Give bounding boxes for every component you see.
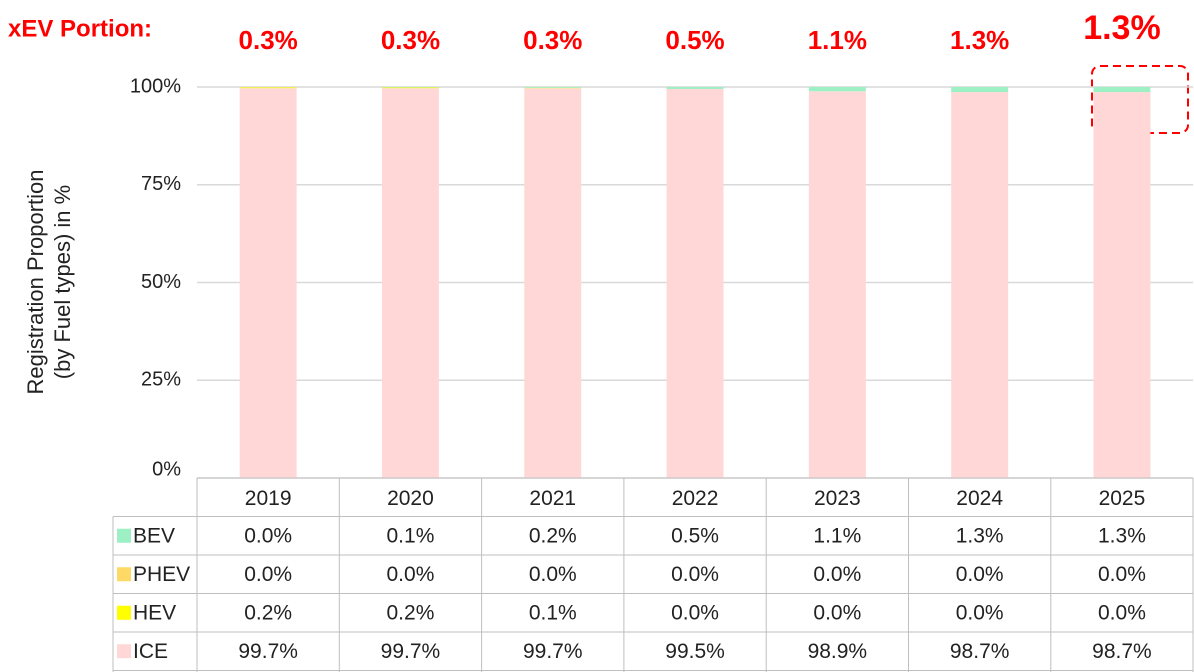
y-tick-label: 25% <box>141 369 181 391</box>
table-cell: 0.0% <box>529 563 577 586</box>
x-tick-label: 2025 <box>1099 487 1146 510</box>
table-cell: 0.0% <box>813 601 861 624</box>
y-tick-label: 100% <box>130 75 181 97</box>
y-tick-label: 75% <box>141 173 181 195</box>
table-cell: 0.0% <box>244 524 292 547</box>
table-cell: 0.1% <box>529 601 577 624</box>
bar-segment <box>666 87 724 89</box>
bar-segment <box>381 88 439 478</box>
annotation-title: xEV Portion: <box>8 15 152 42</box>
table-cell: 0.0% <box>813 563 861 586</box>
table-cell: 98.7% <box>1092 640 1152 663</box>
legend-swatch <box>117 528 131 543</box>
bar-segment <box>666 88 724 478</box>
bar-segment <box>239 87 297 89</box>
legend-label: HEV <box>133 601 176 624</box>
bar-segment <box>1093 92 1151 478</box>
legend-swatch <box>117 644 131 659</box>
table-cell: 0.0% <box>956 601 1004 624</box>
table-cell: 99.7% <box>523 640 583 663</box>
xev-portion-label: 0.5% <box>665 25 724 55</box>
bar-segment <box>808 87 866 92</box>
table-cell: 0.0% <box>1098 601 1146 624</box>
legend-label: PHEV <box>133 563 190 586</box>
y-axis-title: (by Fuel types) in % <box>50 185 75 379</box>
table-cell: 1.3% <box>1098 524 1146 547</box>
table-cell: 1.1% <box>813 524 861 547</box>
x-tick-label: 2023 <box>814 487 861 510</box>
xev-portion-label: 0.3% <box>239 25 298 55</box>
table-cell: 0.0% <box>387 563 435 586</box>
xev-portion-label: 1.3% <box>1083 9 1161 47</box>
legend-label: BEV <box>133 524 175 547</box>
legend-swatch <box>117 605 131 620</box>
legend-label: ICE <box>133 640 168 663</box>
xev-portion-label: 0.3% <box>381 25 440 55</box>
x-tick-label: 2019 <box>245 487 292 510</box>
y-tick-label: 50% <box>141 271 181 293</box>
table-cell: 0.2% <box>244 601 292 624</box>
x-tick-label: 2020 <box>387 487 434 510</box>
table-cell: 0.1% <box>387 524 435 547</box>
table-cell: 99.7% <box>381 640 441 663</box>
table-cell: 0.2% <box>529 524 577 547</box>
bar-segment <box>524 87 582 88</box>
y-axis-title: Registration Proportion <box>23 169 48 394</box>
table-cell: 0.0% <box>956 563 1004 586</box>
bar-segment <box>808 91 866 479</box>
table-cell: 99.7% <box>238 640 298 663</box>
bar-segment <box>1093 87 1151 93</box>
bar-segment <box>239 88 297 478</box>
bar-segment <box>951 87 1009 93</box>
table-cell: 0.0% <box>244 563 292 586</box>
table-cell: 1.3% <box>956 524 1004 547</box>
x-tick-label: 2021 <box>529 487 576 510</box>
x-tick-label: 2022 <box>672 487 719 510</box>
bar-segment <box>381 87 439 89</box>
bar-segment <box>524 88 582 478</box>
xev-portion-label: 0.3% <box>523 25 582 55</box>
x-tick-label: 2024 <box>956 487 1003 510</box>
table-cell: 0.0% <box>671 601 719 624</box>
table-cell: 0.0% <box>1098 563 1146 586</box>
table-cell: 0.2% <box>387 601 435 624</box>
y-tick-label: 0% <box>152 458 181 480</box>
xev-portion-label: 1.3% <box>950 25 1009 55</box>
table-cell: 99.5% <box>665 640 725 663</box>
bar-segment <box>951 92 1009 478</box>
table-cell: 98.9% <box>808 640 868 663</box>
table-cell: 0.0% <box>671 563 719 586</box>
table-cell: 98.7% <box>950 640 1010 663</box>
legend-swatch <box>117 567 131 582</box>
table-cell: 0.5% <box>671 524 719 547</box>
xev-portion-label: 1.1% <box>808 25 867 55</box>
